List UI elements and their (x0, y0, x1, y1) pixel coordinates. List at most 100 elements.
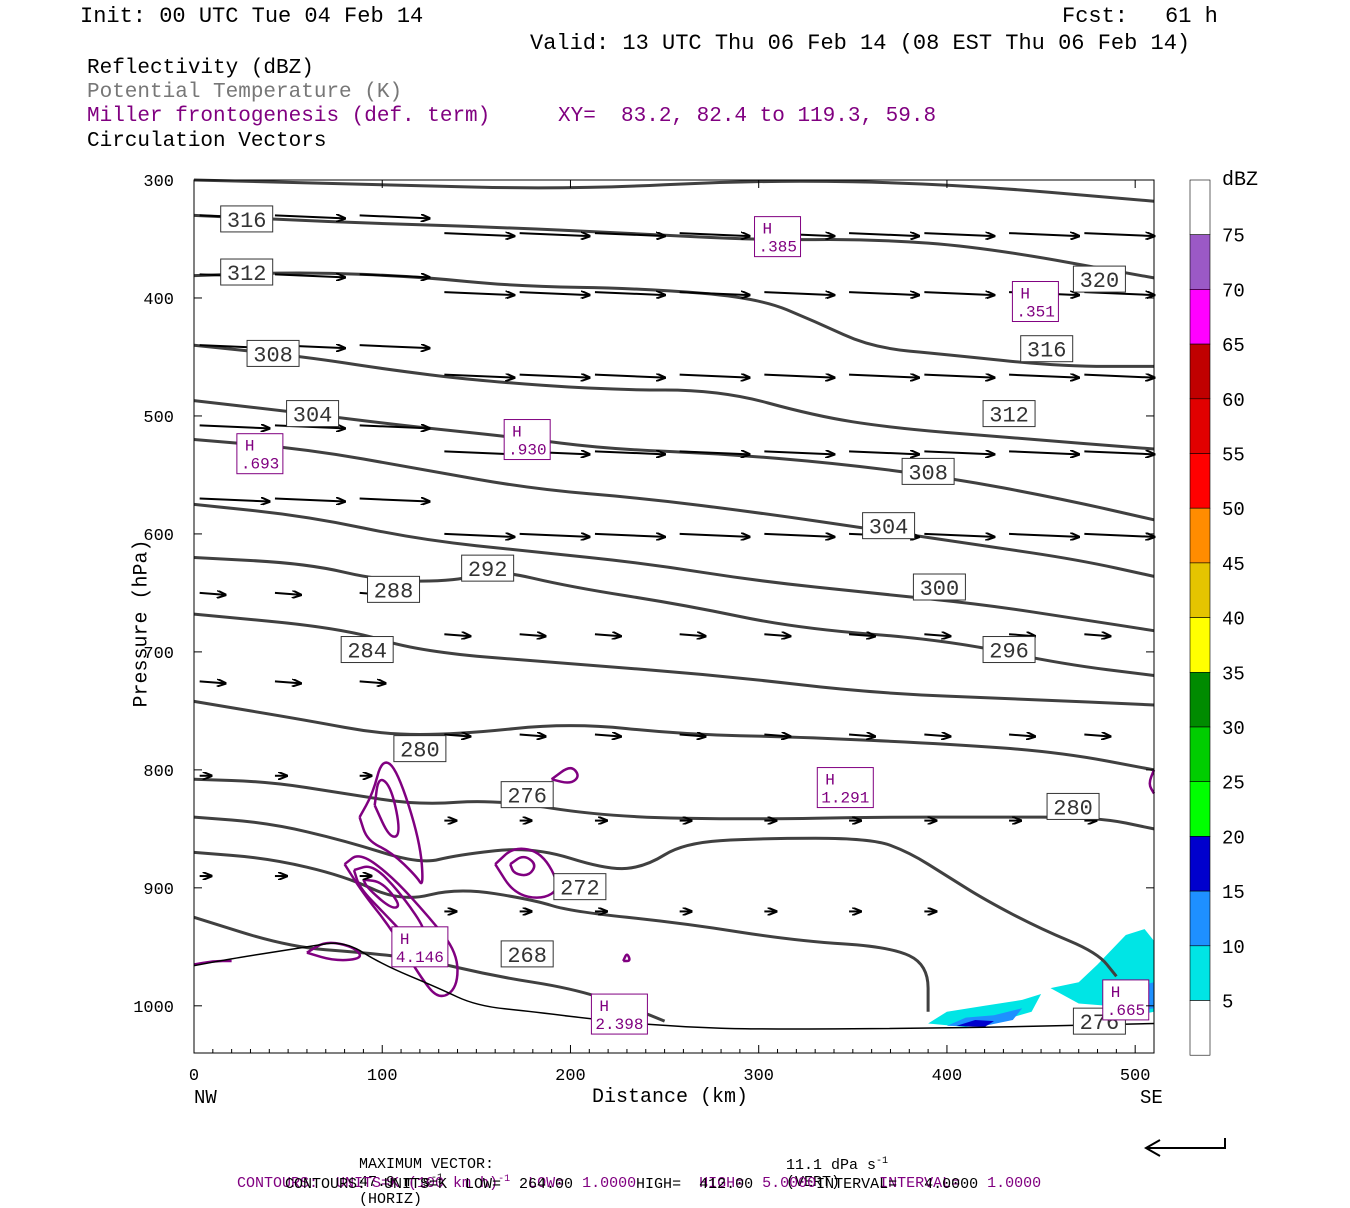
colorbar-tick-label: 50 (1222, 499, 1245, 521)
colorbar-tick-label: 30 (1222, 718, 1245, 740)
colorbar-segment-bottom (1189, 1000, 1211, 1056)
terrain-surface-line (193, 942, 1155, 1030)
theta-label-box (393, 735, 447, 763)
theta-label-box (461, 554, 515, 582)
circulation-vector (444, 634, 470, 636)
theta-label-text: 316 (227, 209, 267, 234)
max-vector-horiz: 47.9 m s (359, 1174, 432, 1191)
fronto-max-box (391, 926, 449, 968)
fronto-max-value: .385 (759, 239, 797, 257)
x-end-right-label: SE (1140, 1087, 1163, 1109)
fronto-max-h: H (1111, 984, 1121, 1002)
fronto-contour (622, 953, 631, 963)
theta-label-text: 276 (507, 785, 547, 810)
theta-label-308: 308 (246, 339, 300, 368)
circulation-vector (924, 375, 994, 378)
theta-label-box (982, 400, 1036, 428)
colorbar-segment-70 (1189, 234, 1211, 290)
theta-label-text: 284 (347, 640, 387, 665)
circulation-vector (679, 634, 706, 636)
colorbar-segment-55 (1189, 398, 1211, 454)
circulation-vector (848, 634, 875, 636)
colorbar-segment-65 (1189, 289, 1211, 345)
colorbar-tick-label: 25 (1222, 773, 1245, 795)
circulation-vector (274, 274, 345, 277)
circulation-vector (359, 425, 430, 428)
theta-label-text: 316 (1027, 339, 1067, 364)
fronto-contour-info: CONTOURS: UNITS=K (100 km h)-1 LOW= 1.00… (219, 1157, 1041, 1192)
circulation-vector (594, 292, 665, 295)
fronto-max-value: 2.398 (595, 1016, 643, 1034)
reflectivity-area-5dbz (928, 994, 1042, 1027)
circulation-vector (1009, 375, 1079, 378)
circulation-vector (519, 734, 546, 736)
reflectivity-colorbar: 5 10 15 20 25 30 35 40 45 50 55 60 65 70 75 (1189, 179, 1245, 1056)
theta-label-316: 316 (1020, 335, 1074, 364)
circulation-vector (359, 215, 430, 218)
axes: 300 400 500 600 700 800 900 1000 0 100 200 300 400 50… (133, 173, 1154, 1086)
circulation-vector (924, 233, 994, 236)
circulation-vector (849, 292, 919, 295)
colorbar-tick-label: 5 (1222, 992, 1233, 1014)
circulation-vector (1084, 375, 1154, 378)
circulation-vector (924, 451, 994, 454)
fronto-max-box (1102, 979, 1150, 1021)
fronto-contour (494, 847, 558, 899)
circulation-vector (764, 375, 834, 378)
theta-label-text: 312 (989, 404, 1029, 429)
circulation-vector (444, 734, 470, 736)
colorbar-tick-label: 70 (1222, 280, 1245, 302)
theta-label-280: 280 (393, 735, 447, 764)
cross-section-endpoints: XY= 83.2, 82.4 to 119.3, 59.8 (558, 105, 937, 128)
max-vector-vert: 11.1 dPa s (786, 1157, 877, 1174)
circulation-vector (1084, 233, 1154, 236)
circulation-vector (444, 292, 514, 295)
colorbar-segment-50 (1189, 453, 1211, 509)
y-tick-label: 600 (143, 527, 174, 546)
circulation-vector (924, 634, 950, 636)
circulation-vector (274, 215, 345, 218)
theta-label-box (1072, 265, 1126, 293)
reflectivity-area-10dbz (946, 1008, 1023, 1026)
x-tick-label: 500 (1120, 1067, 1151, 1086)
fronto-contour (509, 855, 536, 877)
circulation-vector (274, 681, 301, 683)
theta-label-text: 304 (869, 516, 909, 541)
fronto-max-box (590, 993, 648, 1035)
fronto-max-value: .693 (241, 456, 279, 474)
theta-label-box (246, 339, 300, 367)
theta-contour-320 (193, 178, 1155, 203)
theta-label-text: 304 (293, 404, 333, 429)
circulation-vector (764, 451, 834, 454)
fronto-max-box (503, 419, 551, 461)
colorbar-tick-label: 20 (1222, 827, 1245, 849)
circulation-vector (359, 274, 430, 277)
theta-label-292: 292 (461, 554, 515, 583)
circulation-vector (519, 375, 590, 378)
theta-label-272: 272 (553, 873, 607, 902)
colorbar-segment-40 (1189, 562, 1211, 618)
colorbar-segment-25 (1189, 726, 1211, 783)
circulation-vector (274, 499, 345, 502)
circulation-vector (1009, 233, 1079, 236)
theta-label-text: 268 (507, 944, 547, 969)
field-potential-temperature: Potential Temperature (K) (87, 81, 403, 104)
theta-label-box (1046, 792, 1100, 820)
fronto-max-h: H (763, 221, 773, 239)
theta-label-text: 288 (374, 579, 414, 604)
theta-label-text: 308 (908, 461, 948, 486)
fronto-max-value: .351 (1016, 304, 1054, 322)
max-vector-horiz-exp: -1 (431, 1173, 444, 1184)
theta-label-312: 312 (982, 400, 1036, 429)
fronto-max-value: 4.146 (396, 949, 444, 967)
theta-label-300: 300 (912, 573, 966, 602)
fronto-contour (306, 941, 362, 962)
forecast-hour: 61 h (1165, 4, 1218, 29)
theta-label-text: 308 (253, 343, 293, 368)
fronto-contour (373, 778, 400, 838)
theta-label-text: 272 (560, 877, 600, 902)
fronto-max-label: H2.398 (590, 993, 648, 1035)
fronto-max-label: H.693 (236, 433, 284, 475)
circulation-vector (1008, 734, 1035, 736)
